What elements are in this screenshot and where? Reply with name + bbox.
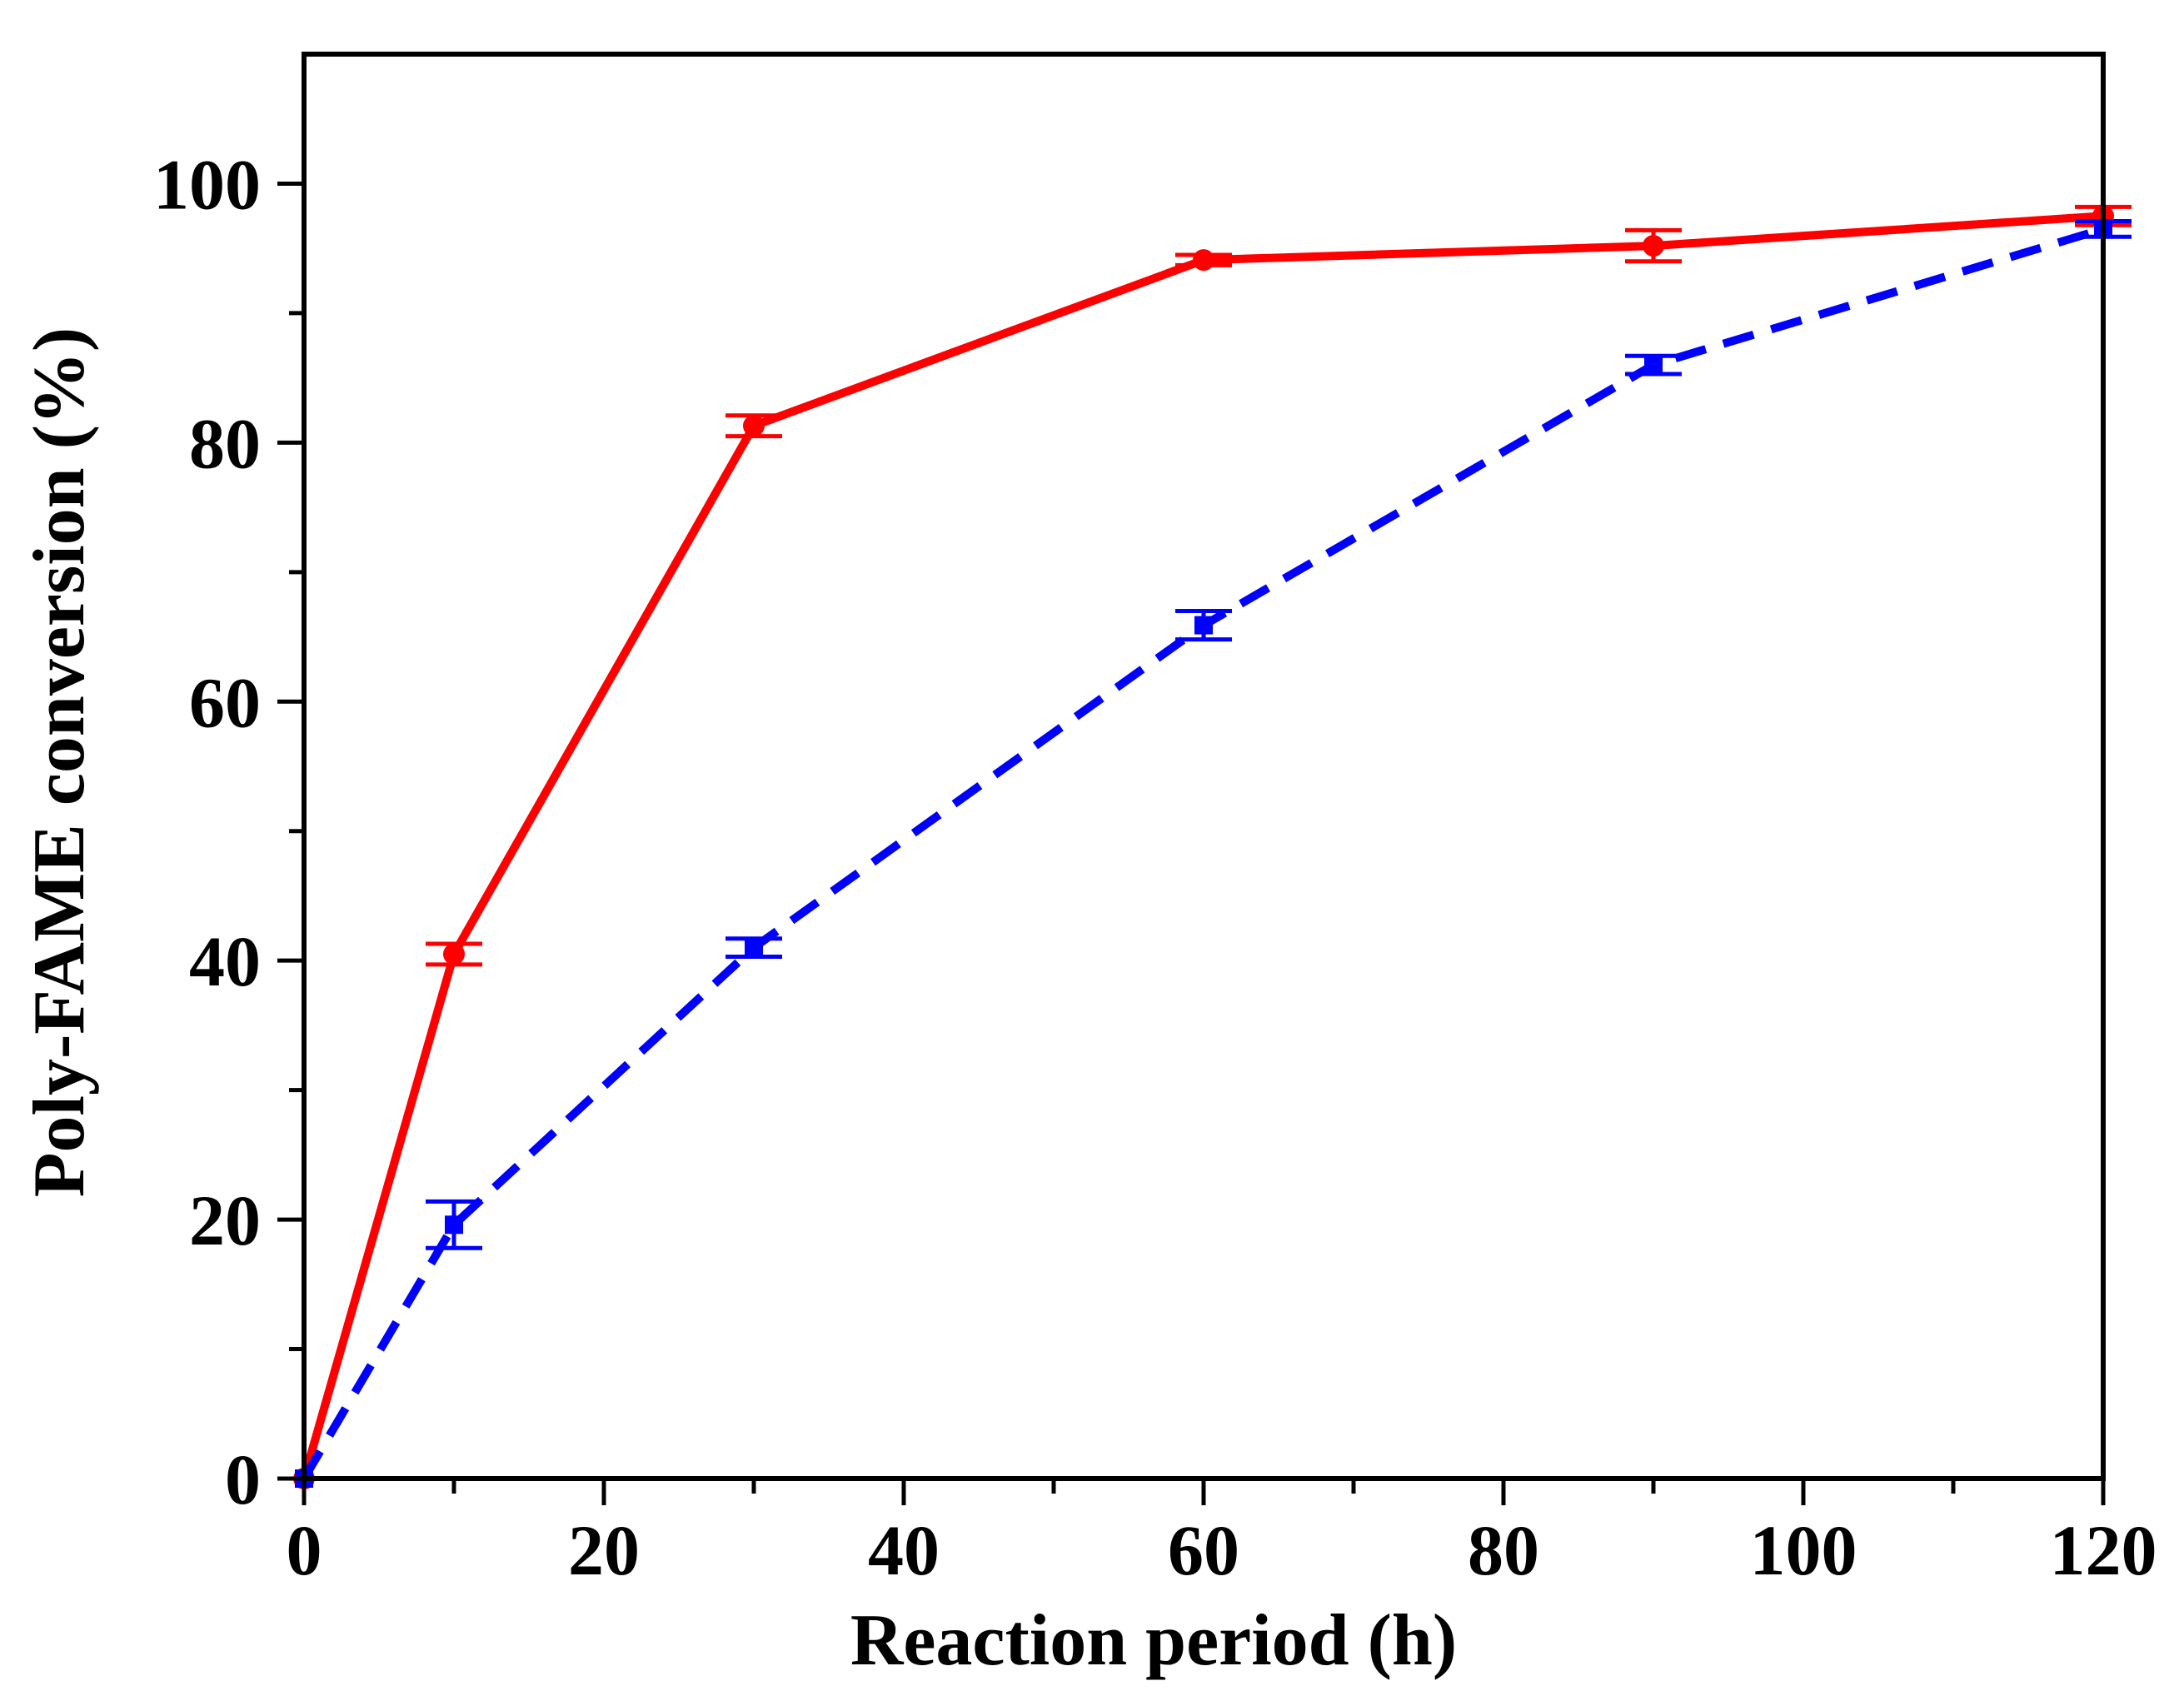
series-solid-red-point [443,943,465,965]
y-tick-label: 0 [225,1439,261,1519]
ticks-layer [277,181,2106,1505]
x-tick-label: 40 [868,1510,940,1590]
series-dashed-blue-line [300,225,2105,1481]
series-dashed-blue-point [445,1215,463,1235]
x-tick-label: 20 [568,1510,640,1590]
y-tick-label: 40 [189,921,261,1001]
y-tick-label: 80 [189,403,261,483]
x-axis-title: Reaction period (h) [850,1600,1457,1681]
series-dashed-blue-point [1194,616,1213,635]
x-tick-label: 100 [1750,1510,1857,1590]
x-tick-label: 80 [1468,1510,1539,1590]
series-layer [293,204,2132,1489]
y-tick-label: 20 [189,1180,261,1260]
x-tick-label: 120 [2050,1510,2157,1590]
series-solid-red-point [1193,249,1214,272]
series-solid-red-point [743,415,765,437]
x-tick-label: 60 [1168,1510,1239,1590]
labels-layer: 0 20 40 60 80 100 120 0 20 40 60 80 100 [153,144,2157,1590]
series-dashed-blue-point [745,938,763,957]
x-tick-label: 0 [287,1510,322,1590]
y-tick-label: 60 [189,662,261,742]
series-dashed-blue-point [1644,356,1663,375]
series-solid-red-point [1643,235,1664,257]
series-solid-red-line [300,212,2104,1480]
y-axis-title: Poly-FAME conversion (%) [19,327,100,1197]
y-tick-label: 100 [153,144,261,224]
